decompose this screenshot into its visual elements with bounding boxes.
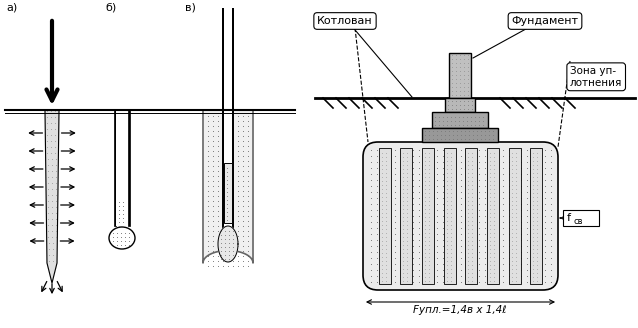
Bar [128, 110, 130, 226]
Bar [422, 148, 434, 284]
Bar [563, 210, 599, 226]
Text: а): а) [6, 3, 17, 13]
Bar [508, 148, 521, 284]
Ellipse shape [109, 227, 135, 249]
Bar [487, 148, 499, 284]
Text: св: св [573, 216, 582, 226]
Bar [400, 148, 412, 284]
Bar [222, 8, 224, 238]
Text: Зона уп-
лотнения: Зона уп- лотнения [570, 66, 623, 88]
Bar [432, 112, 488, 128]
FancyBboxPatch shape [363, 142, 558, 290]
Bar [465, 148, 477, 284]
Bar [422, 128, 498, 142]
Text: Fупл.=1,4в х 1,4ℓ: Fупл.=1,4в х 1,4ℓ [413, 305, 507, 315]
Bar [114, 110, 116, 226]
Text: в): в) [185, 3, 196, 13]
Bar [449, 53, 471, 98]
Bar [232, 8, 234, 238]
Bar [445, 98, 475, 112]
Text: Фундамент: Фундамент [512, 16, 579, 26]
Text: R: R [456, 124, 464, 134]
Bar [530, 148, 542, 284]
Text: б): б) [105, 3, 116, 13]
Bar [379, 148, 390, 284]
Bar [116, 110, 128, 226]
Text: f: f [567, 213, 571, 223]
Text: Котлован: Котлован [317, 16, 373, 26]
Bar [443, 148, 456, 284]
Polygon shape [45, 110, 59, 283]
Polygon shape [218, 226, 238, 262]
Polygon shape [203, 110, 253, 263]
Bar [224, 163, 232, 223]
Bar [222, 8, 234, 238]
